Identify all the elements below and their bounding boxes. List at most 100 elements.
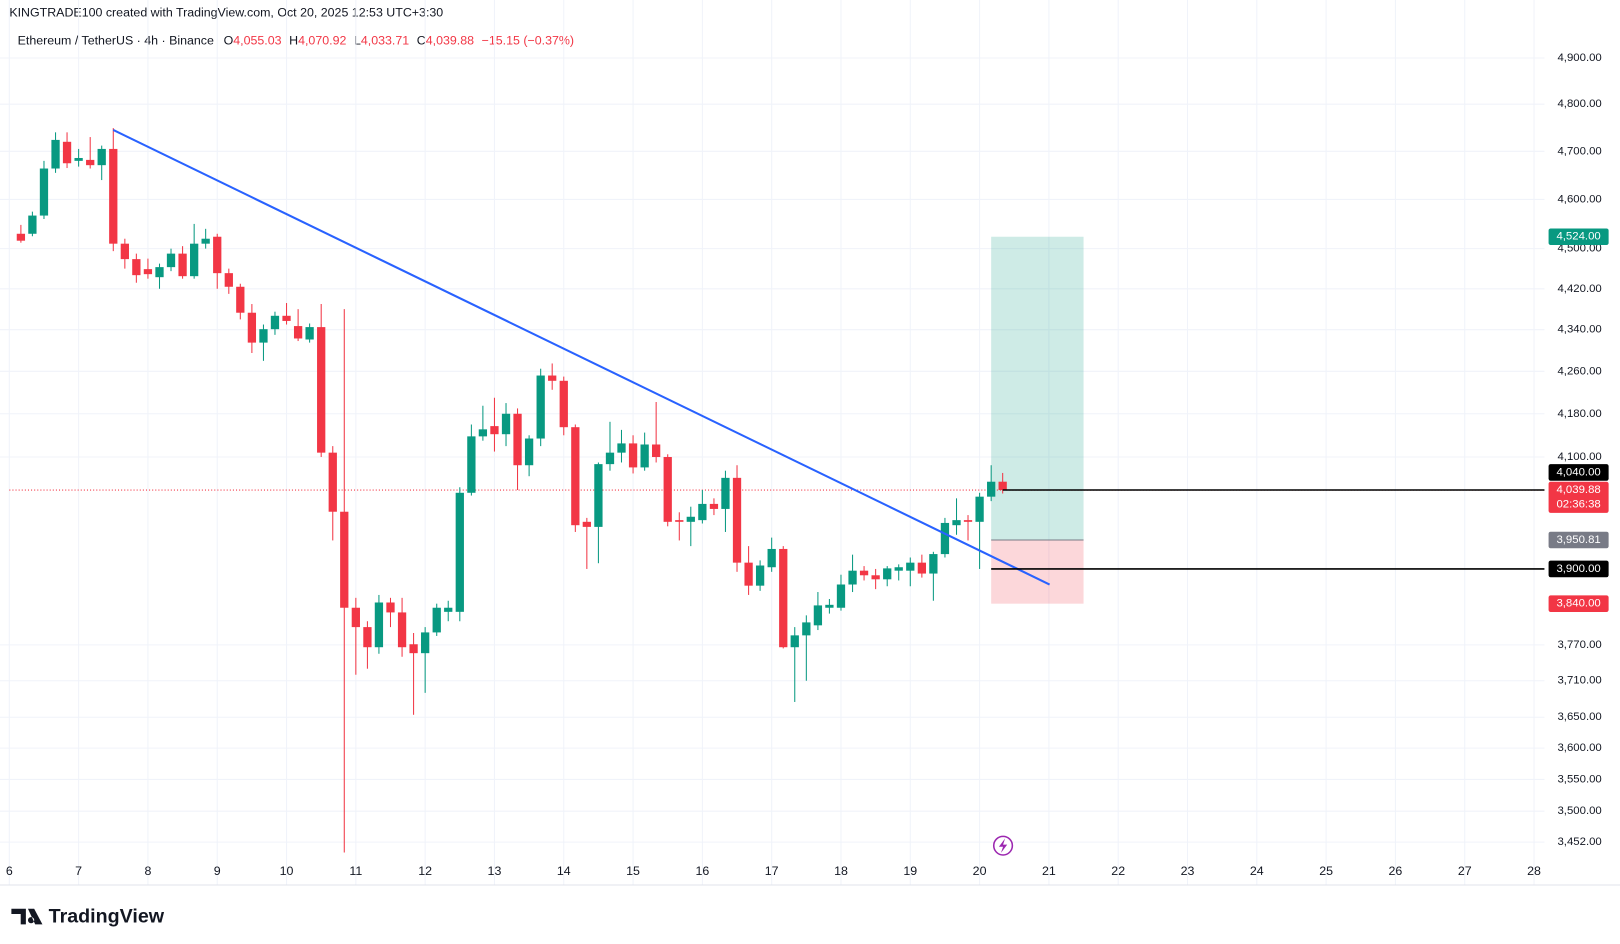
candle-body [143,269,153,275]
y-tick-label: 4,180.00 [1557,408,1601,420]
x-tick-label: 11 [349,864,362,878]
candle-body [28,215,37,234]
x-tick-label: 9 [214,864,221,878]
x-tick-label: 6 [6,864,13,878]
candle-body [328,452,337,512]
candle-body [698,503,707,521]
line-label-bg [1548,560,1609,578]
candle-body [848,570,857,585]
candle-body [894,567,903,571]
candle-body [109,148,118,244]
candle-body [836,584,846,608]
candle-body [617,443,626,453]
candle-body [178,253,187,277]
plot [9,128,1545,853]
ohlc-value: 4,039.88 [426,34,474,48]
change: −15.15 (−0.37%) [482,34,574,48]
last-price-label: 4,039.88 [1556,484,1600,496]
line-label: 4,040.00 [1556,466,1600,478]
x-tick-label: 26 [1389,864,1403,878]
candle-body [490,426,499,435]
y-tick-label: 3,550.00 [1557,773,1601,785]
target-label: 4,524.00 [1556,231,1600,243]
x-tick-label: 17 [765,864,779,878]
candle-body [455,492,464,612]
stop-label-bg [1548,595,1609,612]
candle-body [166,253,176,268]
candle-body [732,477,742,563]
candle-body [582,521,591,527]
attribution: KINGTRADE100 created with TradingView.co… [9,6,443,20]
x-tick-label: 16 [695,864,709,878]
y-tick-label: 3,600.00 [1557,742,1601,754]
x-tick-label: 12 [418,864,432,878]
candle-body [594,464,603,527]
candle-body [213,236,222,274]
line-label-bg [1548,464,1609,481]
x-tick-label: 20 [973,864,987,878]
candle-body [709,503,719,509]
candle-body [802,622,811,636]
candle-body [317,327,326,453]
candle-body [247,312,257,343]
candle-body [779,548,788,648]
y-tick-label: 3,770.00 [1557,639,1601,651]
candle-body [351,607,360,628]
candle-body [686,516,695,522]
y-tick-label: 4,500.00 [1557,243,1601,255]
x-tick-label: 19 [903,864,917,878]
candle-body [940,522,950,555]
y-tick-label: 3,452.00 [1557,836,1601,848]
x-tick-label: 22 [1111,864,1125,878]
legend: Ethereum / TetherUS · 4h · Binance O4,05… [18,34,574,48]
candle-body [536,375,545,439]
profit-zone [991,236,1084,540]
candle-body [201,238,210,244]
y-tick-label: 4,100.00 [1557,451,1601,463]
x-tick-label: 18 [834,864,848,878]
candle-body [825,604,834,608]
candle-body [929,554,938,574]
candle-body [432,607,441,633]
candle-body [340,511,349,608]
y-tick-label: 4,260.00 [1557,365,1601,377]
candle-body [906,562,915,571]
trendline [112,129,1051,586]
candle-body [963,520,973,522]
candle-body [74,157,83,161]
candle-body [224,273,233,287]
candle-body [559,380,568,428]
ohlc-key: H [289,34,298,48]
x-tick-label: 27 [1458,864,1472,878]
logo-text: TradingView [49,905,165,927]
candle-body [467,436,476,493]
candle-body [236,286,245,313]
candle-body [270,315,280,330]
candle-body [86,159,95,166]
candle-body [421,632,430,654]
candle-body [987,481,996,497]
candle-body [513,413,522,466]
candle-body [571,427,580,526]
candle-body [374,602,384,648]
candle-body [883,568,892,580]
x-tick-label: 24 [1250,864,1264,878]
x-tick-label: 28 [1527,864,1541,878]
line-label: 3,900.00 [1556,563,1600,575]
logo-icon [11,908,43,925]
candle-body [813,605,823,626]
x-tick-label: 10 [280,864,294,878]
candle-body [721,477,730,509]
candle-body [39,168,49,216]
candle-body [386,602,395,613]
grid [0,0,1545,886]
candle-body [628,443,638,468]
candle-body [397,612,407,648]
y-tick-label: 4,900.00 [1557,52,1601,64]
candle-body [132,259,141,276]
candle-body [120,243,129,260]
candle-body [975,496,984,522]
event-icon-bolt [998,838,1008,853]
ohlc-value: 4,033.71 [361,34,409,48]
